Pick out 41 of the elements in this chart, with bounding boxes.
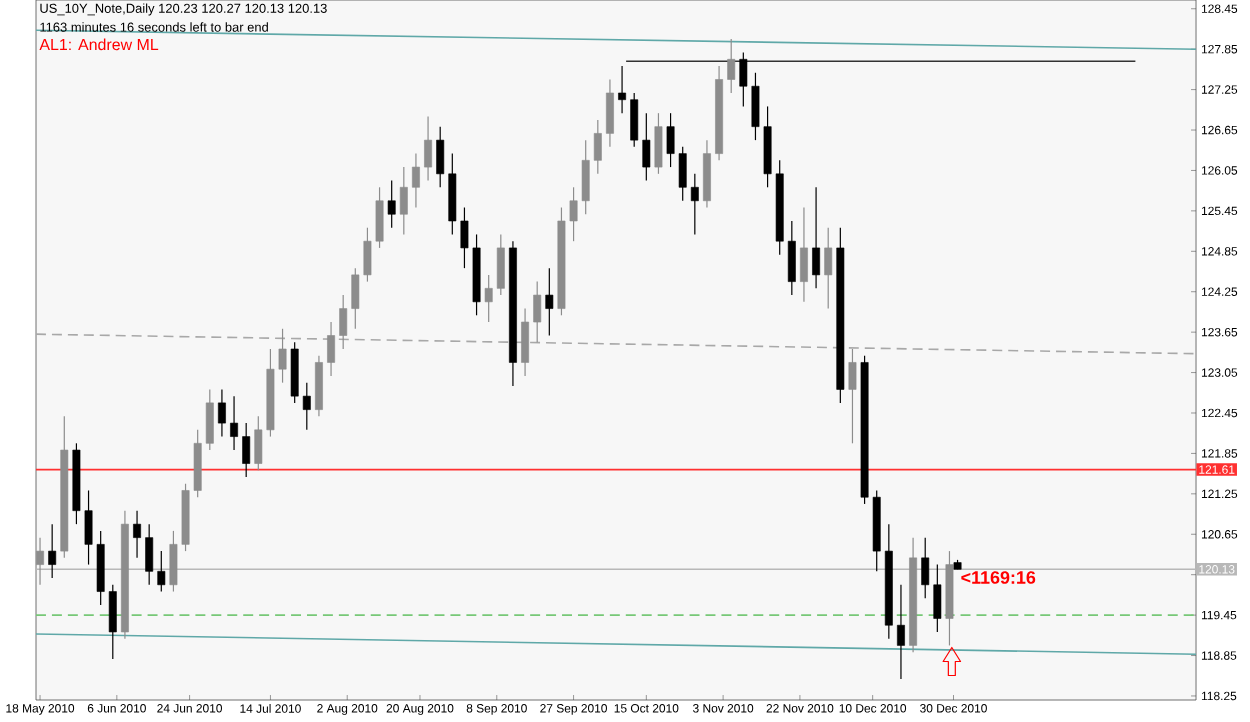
candlestick xyxy=(533,281,542,343)
candlestick xyxy=(412,153,420,209)
candlestick xyxy=(787,220,796,296)
candlestick xyxy=(800,206,808,303)
candlestick xyxy=(36,537,44,586)
candlestick xyxy=(302,382,311,431)
candlestick xyxy=(157,550,166,593)
candlestick xyxy=(230,395,238,451)
candlestick xyxy=(387,179,396,229)
candlestick xyxy=(545,267,554,337)
candlestick xyxy=(654,112,663,175)
candlestick xyxy=(205,388,214,451)
candlestick xyxy=(436,126,445,188)
candlestick xyxy=(642,112,651,182)
candlestick xyxy=(242,422,251,478)
candlestick xyxy=(339,294,348,350)
candlestick xyxy=(630,92,639,148)
candlestick xyxy=(496,233,505,296)
candlestick xyxy=(290,341,299,404)
candlestick xyxy=(48,523,57,579)
candlestick xyxy=(703,139,711,209)
candlestick xyxy=(606,78,614,148)
candlestick xyxy=(593,119,602,175)
candlestick xyxy=(897,584,905,680)
candlestick xyxy=(133,510,141,559)
candlestick xyxy=(484,274,493,323)
candlestick xyxy=(145,523,154,586)
candlestick xyxy=(521,307,529,377)
candlestick xyxy=(848,348,857,444)
candlestick xyxy=(399,166,408,236)
candlestick xyxy=(315,355,323,417)
candlestick xyxy=(618,65,627,114)
candlestick xyxy=(424,115,432,182)
candlestick xyxy=(727,38,736,94)
candlestick xyxy=(812,186,821,289)
candlestick xyxy=(108,584,117,660)
candlestick xyxy=(824,227,833,310)
annotation: <1169:16 xyxy=(961,571,1036,584)
candlestick xyxy=(217,388,226,438)
candlestick xyxy=(690,173,699,236)
candlestick xyxy=(327,321,335,377)
